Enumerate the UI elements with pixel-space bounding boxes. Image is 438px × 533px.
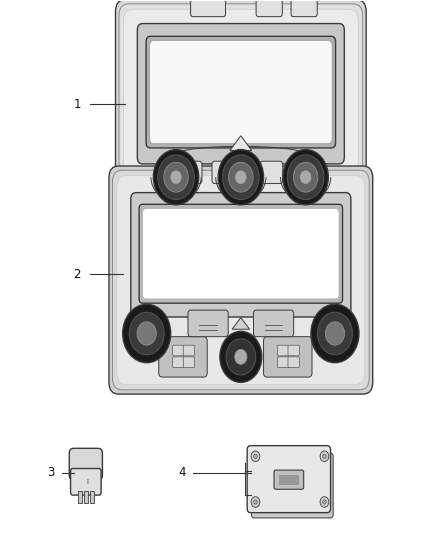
Circle shape [293,163,318,192]
Polygon shape [230,136,252,151]
FancyBboxPatch shape [159,337,207,377]
FancyBboxPatch shape [173,345,184,356]
FancyBboxPatch shape [188,310,228,337]
Circle shape [220,332,262,382]
Circle shape [318,312,353,355]
FancyBboxPatch shape [288,357,299,368]
FancyBboxPatch shape [191,0,226,17]
Bar [90,491,94,503]
FancyBboxPatch shape [117,175,365,384]
FancyBboxPatch shape [256,0,283,17]
FancyBboxPatch shape [264,337,312,377]
FancyBboxPatch shape [183,345,194,356]
Circle shape [300,171,311,183]
Circle shape [251,497,260,507]
FancyBboxPatch shape [138,23,344,164]
FancyBboxPatch shape [288,345,299,356]
Circle shape [235,350,247,365]
Circle shape [171,171,181,183]
Text: 1: 1 [73,98,81,111]
Circle shape [251,451,260,462]
FancyBboxPatch shape [278,345,289,356]
Bar [78,491,82,503]
FancyBboxPatch shape [183,357,194,368]
Circle shape [153,150,199,205]
Circle shape [164,163,188,192]
Circle shape [158,155,194,199]
FancyBboxPatch shape [212,161,241,183]
FancyBboxPatch shape [146,36,336,148]
Circle shape [223,155,259,199]
FancyBboxPatch shape [260,161,283,183]
Text: 3: 3 [47,466,55,479]
Circle shape [236,171,246,183]
FancyBboxPatch shape [251,453,333,518]
FancyBboxPatch shape [291,0,317,17]
FancyBboxPatch shape [143,208,339,299]
FancyBboxPatch shape [247,446,331,513]
Circle shape [287,155,324,199]
Circle shape [226,339,256,375]
FancyBboxPatch shape [139,204,343,303]
FancyBboxPatch shape [116,0,366,214]
Text: I: I [86,479,88,485]
Circle shape [137,322,156,345]
Bar [84,491,88,503]
Circle shape [229,163,253,192]
FancyBboxPatch shape [278,357,289,368]
Circle shape [311,304,359,363]
Circle shape [283,150,328,205]
Polygon shape [232,318,250,329]
Text: 4: 4 [178,466,186,479]
Circle shape [325,322,345,345]
Circle shape [323,454,326,458]
Circle shape [218,150,264,205]
FancyBboxPatch shape [119,4,363,210]
FancyBboxPatch shape [254,310,293,337]
FancyBboxPatch shape [109,166,373,394]
Circle shape [320,451,329,462]
Circle shape [123,304,171,363]
Circle shape [254,500,257,504]
FancyBboxPatch shape [173,357,184,368]
Circle shape [129,312,164,355]
FancyBboxPatch shape [69,448,102,480]
Circle shape [320,497,329,507]
Text: 2: 2 [73,268,81,281]
Circle shape [323,500,326,504]
Circle shape [254,454,257,458]
FancyBboxPatch shape [173,161,202,183]
FancyBboxPatch shape [113,170,369,390]
FancyBboxPatch shape [150,41,332,144]
FancyBboxPatch shape [279,475,298,484]
FancyBboxPatch shape [131,192,351,317]
FancyBboxPatch shape [124,9,358,205]
FancyBboxPatch shape [71,469,101,495]
FancyBboxPatch shape [274,470,304,489]
